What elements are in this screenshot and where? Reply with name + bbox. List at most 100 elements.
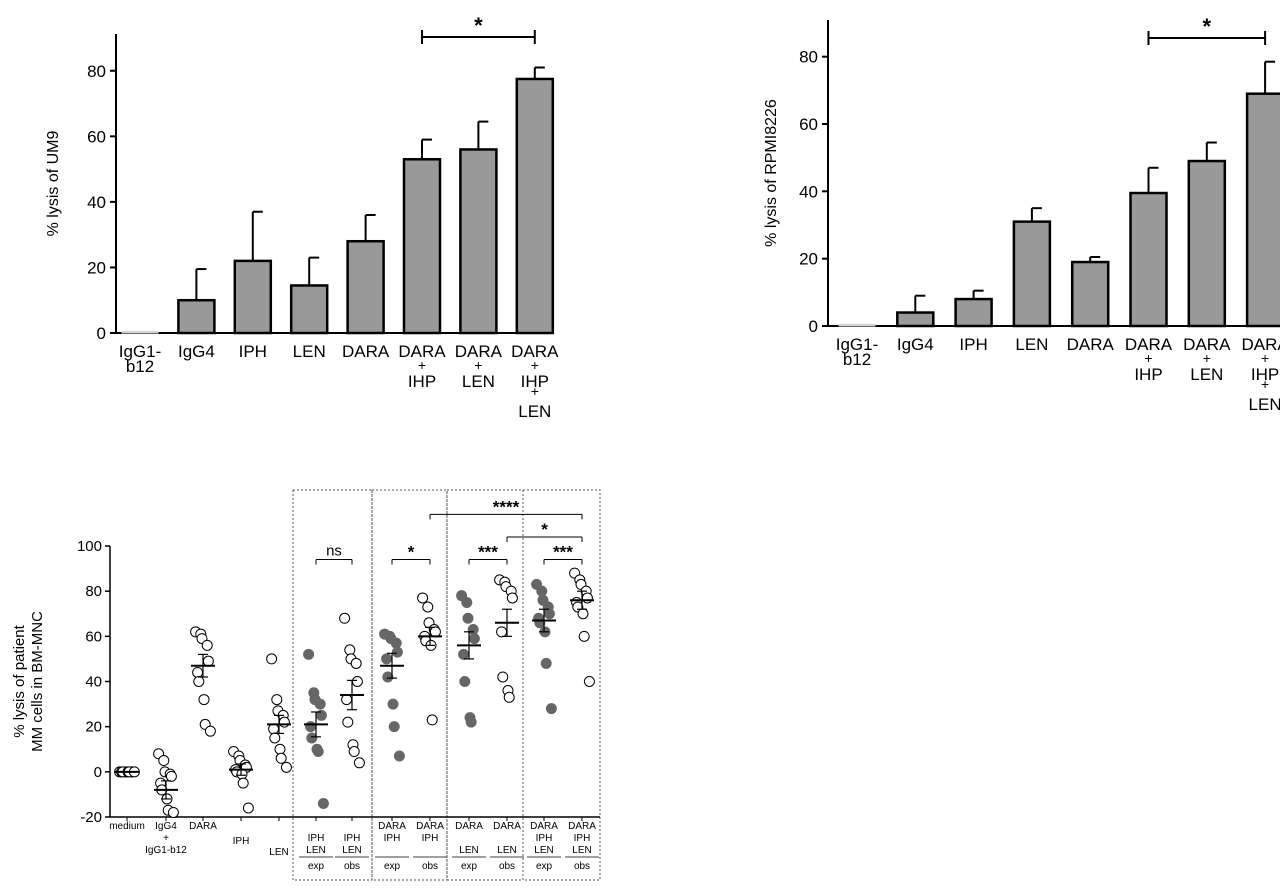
y-tick-label: 80 — [85, 583, 102, 600]
bar — [1012, 220, 1052, 328]
x-category-label: IPH — [384, 833, 401, 844]
x-category-label: DARA — [416, 821, 444, 832]
y-tick-label: 40 — [85, 674, 102, 691]
x-sublabel: obs — [574, 861, 590, 872]
data-point — [237, 777, 249, 789]
data-point — [348, 746, 360, 758]
data-point — [306, 732, 318, 744]
data-point — [202, 655, 214, 667]
x-category-label: DARA — [378, 821, 406, 832]
x-category-label: IPH — [536, 833, 553, 844]
y-axis-label: % lysis of UM9 — [45, 131, 62, 237]
data-point — [390, 637, 402, 649]
x-category-label: medium — [109, 821, 145, 832]
y-axis-label: % lysis of RPMI8226 — [763, 99, 780, 247]
data-point — [268, 723, 280, 735]
data-point — [344, 644, 356, 656]
x-category-label: + — [531, 357, 539, 373]
data-point — [305, 721, 317, 733]
y-tick-label: -20 — [80, 809, 102, 826]
x-category-label: IgG4 — [155, 821, 177, 832]
bar — [233, 259, 273, 335]
data-point — [545, 703, 557, 715]
y-tick-label: 20 — [799, 250, 818, 269]
data-point — [391, 646, 403, 658]
x-category-label: LEN — [534, 845, 553, 856]
bar — [402, 158, 442, 335]
data-point — [165, 770, 177, 782]
data-point — [388, 721, 400, 733]
x-category-label: LEN — [459, 845, 478, 856]
x-category-label: IPH — [308, 833, 325, 844]
x-category-label: IgG1- — [119, 342, 162, 361]
group-box — [446, 489, 524, 881]
x-category-label: DARA — [1125, 335, 1173, 354]
data-point — [193, 676, 205, 687]
bar — [1070, 260, 1110, 328]
y-tick-label: 80 — [799, 48, 818, 67]
data-point — [242, 802, 254, 814]
x-category-label: IPH — [422, 833, 439, 844]
x-category-label: DARA — [1067, 335, 1115, 354]
data-point — [274, 743, 286, 755]
x-category-label: IPH — [233, 836, 250, 847]
x-category-label: LEN — [497, 845, 516, 856]
x-category-label: + — [1144, 350, 1152, 366]
x-category-label: + — [474, 357, 482, 373]
y-tick-label: 60 — [799, 115, 818, 134]
data-point — [269, 732, 281, 744]
y-tick-label: 40 — [87, 193, 106, 212]
x-category-label: + — [1203, 350, 1211, 366]
um9-bar-chart: 0 20 40 60 80 % lysis of UM9 IgG1-b12 IgG4 IPH LE… — [45, 13, 559, 421]
data-point — [342, 716, 354, 728]
data-point — [353, 757, 365, 769]
data-point — [204, 725, 216, 737]
data-point — [503, 691, 515, 703]
data-point — [393, 750, 405, 762]
x-category-label: LEN — [462, 372, 495, 391]
data-point — [458, 648, 470, 660]
data-point — [236, 768, 248, 780]
y-tick-label: 0 — [94, 764, 102, 781]
x-category-label: LEN — [572, 845, 591, 856]
bar — [1129, 191, 1168, 328]
data-point — [198, 694, 210, 706]
data-point — [459, 676, 471, 687]
data-point — [578, 630, 590, 642]
x-category-label: LEN — [1249, 395, 1280, 414]
y-tick-label: 40 — [799, 182, 818, 201]
data-point — [422, 601, 434, 613]
x-category-label: IPH — [959, 335, 987, 354]
significance-label: *** — [478, 543, 498, 562]
x-sublabel: exp — [384, 861, 401, 872]
data-point — [417, 592, 429, 604]
y-tick-label: 0 — [97, 324, 106, 343]
bar — [838, 323, 876, 327]
x-category-label: + — [163, 833, 169, 844]
data-point — [314, 698, 326, 710]
group-box — [522, 489, 601, 881]
x-category-label: DARA — [1241, 335, 1280, 354]
x-category-label: LEN — [293, 342, 326, 361]
data-point — [462, 612, 474, 624]
x-sublabel: obs — [422, 861, 438, 872]
x-category-label: IgG4 — [178, 342, 215, 361]
data-point — [543, 608, 555, 620]
x-category-label: DARA — [1183, 335, 1231, 354]
x-category-label: LEN — [269, 847, 288, 858]
data-point — [275, 752, 287, 764]
data-point — [387, 698, 399, 710]
data-point — [577, 608, 589, 620]
bar — [515, 77, 555, 335]
bar — [1187, 159, 1227, 328]
x-category-label: DARA — [189, 821, 217, 832]
bar — [121, 330, 159, 334]
x-category-label: DARA — [568, 821, 596, 832]
x-category-label: + — [1261, 376, 1269, 392]
data-point — [381, 653, 393, 665]
x-category-label: DARA — [493, 821, 521, 832]
x-category-label: IHP — [1251, 365, 1279, 384]
data-point — [465, 716, 477, 728]
x-category-label: LEN — [1015, 335, 1048, 354]
